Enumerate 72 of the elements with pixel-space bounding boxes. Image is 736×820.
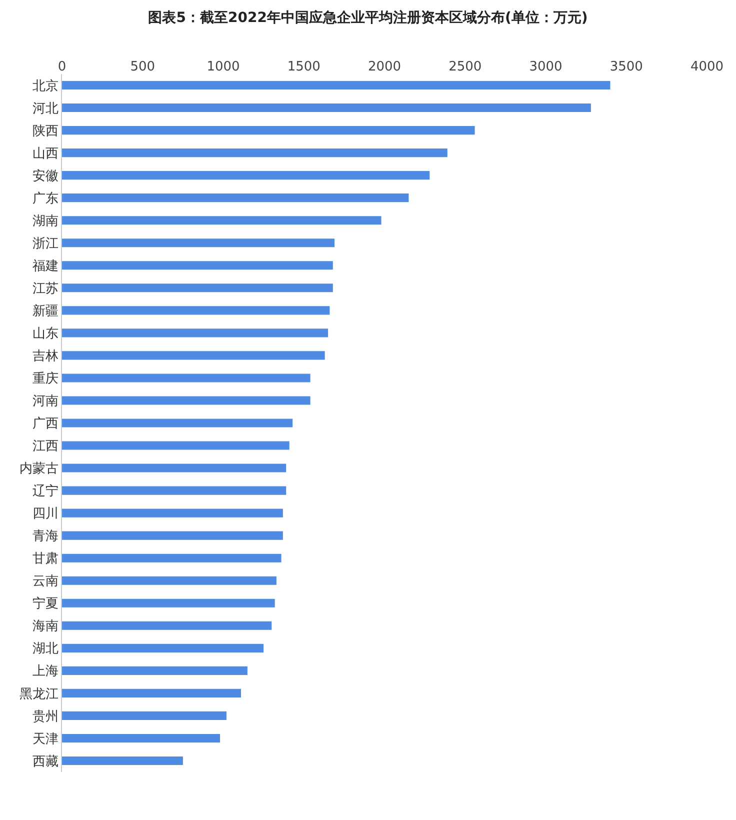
bar (62, 238, 335, 248)
bar (62, 486, 286, 495)
bar (62, 418, 293, 428)
bar (62, 734, 220, 742)
y-tick-label: 山东 (32, 326, 58, 342)
y-tick-label: 北京 (32, 78, 58, 94)
bar (62, 711, 226, 720)
y-tick-label: 辽宁 (32, 483, 58, 500)
x-tick-label: 3500 (610, 59, 643, 74)
y-tick-label: 新疆 (32, 304, 58, 319)
y-tick-label: 内蒙古 (19, 462, 58, 477)
y-tick-label: 海南 (32, 619, 58, 634)
y-tick-label: 天津 (32, 732, 58, 747)
x-tick-label: 2500 (448, 59, 482, 74)
y-tick-label: 湖北 (32, 642, 58, 657)
bar (62, 374, 310, 382)
x-tick-label: 0 (58, 59, 66, 74)
y-tick-label: 青海 (32, 529, 58, 544)
y-tick-label: 浙江 (32, 236, 58, 252)
bar (62, 148, 448, 158)
bar (62, 621, 272, 630)
x-tick-label: 3000 (529, 59, 562, 74)
y-tick-label: 宁夏 (32, 596, 58, 612)
bar (62, 194, 409, 202)
y-tick-label: 上海 (32, 664, 58, 680)
y-tick-label: 吉林 (32, 349, 58, 364)
bar (62, 328, 328, 338)
bar (62, 261, 333, 270)
bar (62, 80, 610, 90)
y-tick-label: 福建 (32, 258, 58, 274)
bar (62, 688, 241, 698)
x-tick-label: 4000 (690, 59, 724, 74)
y-tick-label: 广西 (32, 416, 58, 432)
y-tick-label: 重庆 (32, 372, 58, 387)
chart-title: 图表5：截至2022年中国应急企业平均注册资本区域分布(单位：万元) (148, 9, 588, 26)
y-tick-label: 陕西 (32, 124, 58, 139)
y-tick-label: 河北 (32, 101, 58, 116)
bar (62, 508, 283, 518)
y-tick-label: 河南 (32, 394, 58, 410)
y-tick-label: 湖南 (32, 214, 58, 229)
bar (62, 126, 475, 135)
y-tick-label: 四川 (32, 506, 58, 522)
bar (62, 306, 330, 315)
y-tick-label: 贵州 (32, 709, 58, 724)
y-tick-label: 云南 (32, 574, 58, 590)
bar (62, 531, 283, 540)
bar (62, 598, 275, 608)
bar (62, 644, 264, 652)
y-tick-label: 安徽 (32, 168, 58, 184)
bar (62, 554, 282, 562)
y-tick-label: 西藏 (32, 754, 58, 770)
bar (62, 576, 276, 585)
x-tick-label: 1000 (206, 59, 240, 74)
x-tick-label: 2000 (368, 59, 402, 74)
bar (62, 216, 382, 225)
y-tick-label: 江西 (32, 439, 58, 454)
y-tick-label: 广东 (32, 191, 58, 206)
bar (62, 351, 325, 360)
y-tick-label: 黑龙江 (19, 686, 58, 702)
y-tick-label: 山西 (32, 146, 58, 162)
bar (62, 464, 286, 472)
x-tick-label: 500 (130, 59, 156, 74)
y-tick-label: 甘肃 (32, 552, 58, 567)
bar (62, 441, 290, 450)
bar (62, 284, 333, 292)
bar (62, 104, 591, 112)
bar (62, 396, 310, 405)
x-tick-label: 1500 (287, 59, 320, 74)
bar (62, 171, 430, 180)
bar (62, 666, 248, 675)
y-tick-label: 江苏 (32, 281, 58, 296)
bar (62, 756, 183, 766)
